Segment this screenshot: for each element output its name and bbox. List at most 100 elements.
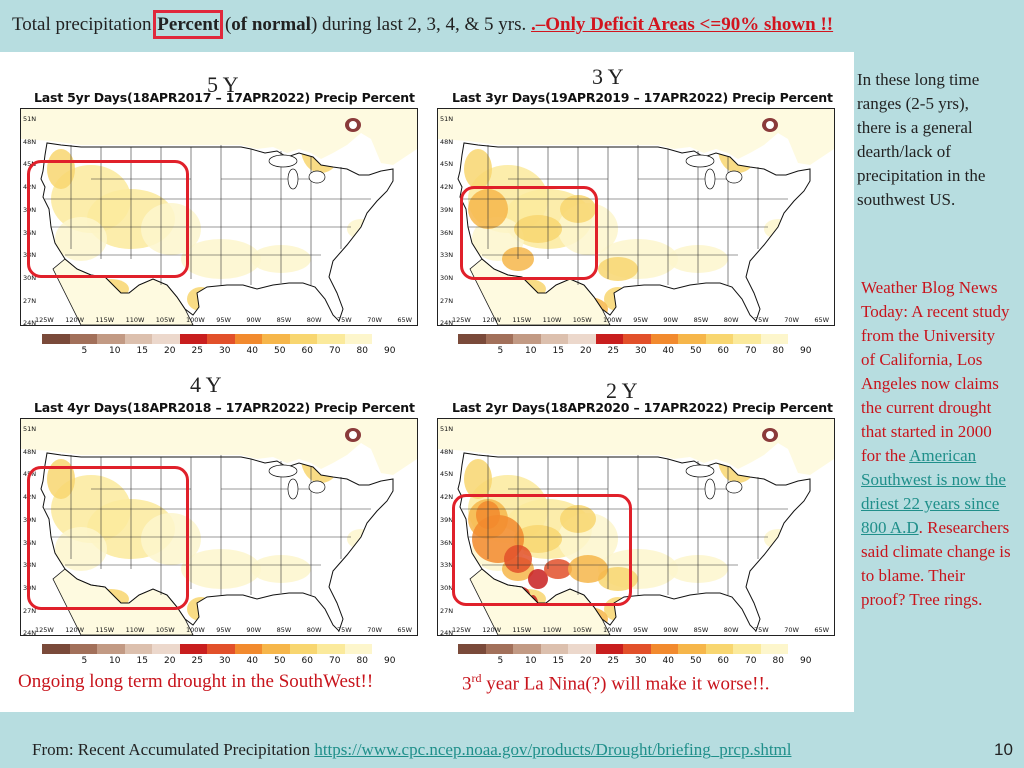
latitude-label: 48N — [23, 137, 37, 146]
colorbar-tick-label: 30 — [219, 656, 231, 666]
colorbar-swatch — [568, 644, 596, 654]
colorbar-swatch — [568, 334, 596, 344]
colorbar-tick-label: 25 — [191, 346, 203, 356]
longitude-label: 70W — [784, 626, 799, 634]
colorbar-swatch — [485, 644, 513, 654]
deficit-highlight-box-3y — [460, 186, 598, 280]
longitude-label: 105W — [155, 316, 175, 324]
colorbar-tick-label: 25 — [191, 656, 203, 666]
colorbar-5y — [42, 334, 372, 344]
longitude-label: 100W — [603, 316, 622, 324]
longitude-label: 125W — [452, 316, 471, 324]
colorbar-tick-label: 20 — [164, 346, 176, 356]
longitude-label: 120W — [65, 626, 85, 634]
colorbar-swatch — [458, 334, 486, 344]
colorbar-4y — [42, 644, 372, 654]
longitude-label: 110W — [542, 316, 562, 324]
mexico-region — [470, 569, 610, 635]
longitude-label: 70W — [367, 626, 382, 634]
precip-map-3y: 51N 48N 45N 42N 39N 36N 33N 30N 27N 24N 125W 120W 11… — [437, 108, 835, 326]
canada-deficit-spot-center — [349, 121, 357, 129]
longitude-label: 95W — [633, 626, 648, 634]
colorbar-swatch — [124, 644, 152, 654]
source-link[interactable]: https://www.cpc.ncep.noaa.gov/products/D… — [314, 740, 792, 759]
longitude-label: 65W — [814, 316, 830, 324]
colorbar-tick-label: 5 — [497, 346, 504, 356]
longitude-label: 90W — [246, 626, 262, 634]
study-link[interactable]: American Southwest is now the driest 22 … — [861, 446, 1006, 537]
canada-region — [438, 419, 834, 475]
longitude-label: 95W — [216, 626, 231, 634]
colorbar-swatch — [289, 644, 317, 654]
latitude-label: 48N — [440, 137, 454, 146]
colorbar-swatch — [623, 334, 651, 344]
colorbar-tick-label: 90 — [384, 656, 396, 666]
longitude-label: 80W — [306, 316, 322, 324]
latitude-label: 51N — [440, 115, 454, 123]
latitude-label: 45N — [440, 160, 454, 169]
longitude-label: 85W — [693, 626, 709, 634]
latitude-label: 51N — [440, 425, 454, 433]
colorbar-swatch — [760, 334, 788, 344]
colorbar-swatch — [234, 644, 262, 654]
colorbar-tick-label: 50 — [274, 346, 286, 356]
latitude-label: 51N — [23, 115, 37, 123]
deficit-highlight-box-4y — [27, 466, 189, 610]
mexico-outline — [469, 258, 611, 325]
deficit-area — [464, 459, 492, 499]
deficit-area — [514, 525, 562, 553]
latitude-label: 42N — [440, 493, 454, 502]
weather-blog-note: Weather Blog News Today: A recent study … — [861, 278, 1011, 609]
colorbar-swatch — [262, 644, 290, 654]
colorbar-swatch — [289, 334, 317, 344]
colorbar-swatch — [678, 334, 706, 344]
longitude-label: 75W — [337, 626, 352, 634]
caption-la-nina: 3rd year La Nina(?) will make it worse!!… — [462, 671, 770, 695]
colorbar-swatch — [513, 334, 541, 344]
colorbar-swatch — [344, 644, 372, 654]
deficit-area — [47, 149, 75, 189]
longitude-label: 80W — [723, 626, 739, 634]
colorbar-tick-label: 40 — [662, 346, 674, 356]
latitude-label: 27N — [23, 606, 37, 615]
colorbar-tick-label: 90 — [384, 346, 396, 356]
colorbar-swatch — [152, 334, 180, 344]
longitude-label: 125W — [35, 316, 54, 324]
deficit-warning: .–Only Deficit Areas <=90% shown !! — [531, 14, 834, 35]
longitude-label: 115W — [512, 626, 532, 634]
colorbar-tick-label: 5 — [81, 346, 88, 356]
latitude-label: 33N — [440, 251, 454, 260]
colorbar-swatch — [344, 334, 372, 344]
longitude-label: 125W — [35, 626, 54, 634]
longitude-label: 100W — [186, 316, 205, 324]
colorbar-tick-label: 20 — [580, 346, 592, 356]
longitude-label: 95W — [633, 316, 648, 324]
precip-map-4y: 51N 48N 45N 42N 39N 36N 33N 30N 27N 24N 125W 120W 11… — [20, 418, 418, 636]
colorbar-swatch — [124, 334, 152, 344]
map-title-2y: Last 2yr Days(18APR2020 – 17APR2022) Pre… — [452, 400, 833, 415]
side-note: In these long time ranges (2-5 yrs), the… — [857, 70, 986, 209]
longitude-label: 115W — [95, 316, 115, 324]
page-number: 10 — [994, 740, 1013, 759]
canada-region — [438, 109, 834, 165]
colorbar-swatch — [705, 644, 733, 654]
colorbar-swatch — [458, 644, 486, 654]
colorbar-tick-label: 25 — [607, 656, 619, 666]
deficit-area — [464, 149, 492, 189]
longitude-label: 70W — [367, 316, 382, 324]
colorbar-swatch — [179, 644, 207, 654]
longitude-label: 110W — [542, 626, 562, 634]
latitude-label: 27N — [440, 606, 454, 615]
lake-michigan — [287, 168, 299, 190]
deficit-area — [528, 569, 548, 589]
latitude-label: 48N — [440, 447, 454, 456]
latitude-label: 24N — [23, 319, 37, 326]
colorbar-tick-label: 25 — [607, 346, 619, 356]
mexico-outline — [469, 568, 611, 635]
latitude-label: 39N — [440, 515, 454, 524]
colorbar-swatch — [595, 334, 623, 344]
colorbar-swatch — [69, 644, 97, 654]
canada-region — [21, 109, 417, 165]
longitude-label: 70W — [784, 316, 799, 324]
colorbar-tick-label: 70 — [329, 656, 341, 666]
